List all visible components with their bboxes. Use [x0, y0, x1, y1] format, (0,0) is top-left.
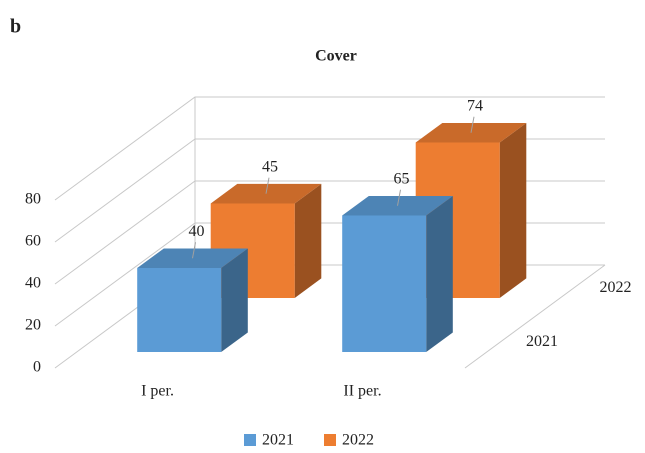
y-tick-label: 0 — [33, 359, 41, 376]
y-tick-label: 80 — [25, 191, 41, 208]
legend-swatch — [244, 434, 256, 446]
legend-label: 2022 — [342, 432, 374, 449]
chart-title: Cover — [315, 48, 357, 65]
y-tick-label: 20 — [25, 317, 41, 334]
bar-side — [499, 122, 527, 298]
leader-line — [192, 242, 196, 259]
bar-side — [294, 183, 322, 298]
data-label: 65 — [394, 170, 410, 187]
legend-swatch — [324, 434, 336, 446]
data-label: 45 — [262, 158, 278, 175]
panel-label: b — [10, 16, 21, 38]
bar-side — [221, 248, 248, 353]
bar-side — [426, 195, 453, 353]
bar — [342, 195, 453, 353]
x-tick-label: I per. — [141, 383, 174, 400]
leader-line — [470, 116, 475, 133]
y-tick-label: 40 — [25, 275, 41, 292]
bar-front — [137, 268, 222, 353]
bar-front — [342, 215, 427, 353]
depth-label: 2021 — [526, 333, 558, 350]
depth-label: 2022 — [600, 279, 632, 296]
grid-line — [54, 96, 605, 201]
bar — [137, 248, 248, 353]
legend-label: 2021 — [262, 432, 294, 449]
data-label: 74 — [467, 97, 483, 114]
leader-line — [265, 177, 270, 194]
data-label: 40 — [189, 223, 205, 240]
floor-edge — [464, 264, 606, 369]
y-tick-label: 60 — [25, 233, 41, 250]
leader-line — [397, 189, 401, 206]
x-tick-label: II per. — [343, 383, 381, 400]
